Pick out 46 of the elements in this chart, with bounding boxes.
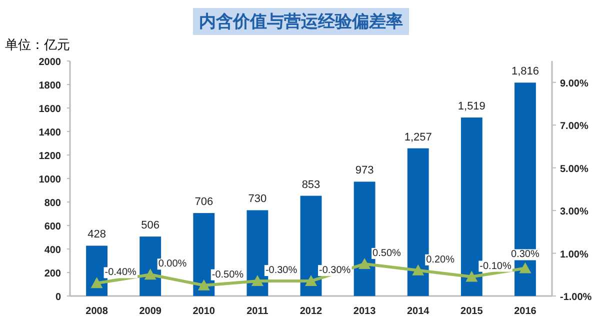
- y-tick-label: 0: [55, 292, 62, 303]
- data-label: -0.50%: [212, 269, 244, 280]
- data-label: -0.10%: [480, 260, 512, 272]
- y-tick-label: 400: [44, 245, 62, 256]
- data-label: 0.50%: [372, 248, 402, 259]
- data-label: 1,816: [511, 66, 539, 78]
- data-label: -0.40%: [104, 267, 137, 278]
- y2-tick-label: 1.00%: [560, 249, 588, 260]
- y2-tick-label: 7.00%: [560, 121, 588, 132]
- data-label: 0.00%: [158, 258, 187, 270]
- x-tick-label: 2009: [139, 306, 162, 317]
- y-tick-label: 600: [44, 222, 62, 232]
- chart-title: 内含价值与营运经验偏差率: [199, 12, 403, 31]
- data-label: 973: [355, 164, 374, 177]
- y-tick-label: 1000: [38, 174, 62, 186]
- y-tick-label: 800: [44, 198, 62, 209]
- data-label: 428: [88, 228, 106, 241]
- data-label: -0.30%: [319, 265, 351, 276]
- y-tick-label: 1600: [38, 104, 62, 115]
- data-label: 853: [302, 178, 320, 191]
- y-tick-label: 1800: [38, 80, 62, 92]
- y-tick-label: 200: [44, 268, 62, 280]
- x-tick-label: 2014: [406, 306, 430, 317]
- data-label: 730: [248, 193, 267, 206]
- y2-tick-label: -1.00%: [560, 292, 592, 303]
- data-label: 506: [141, 220, 160, 232]
- y-axis-title: 单位：亿元: [5, 37, 70, 52]
- x-tick-label: 2011: [246, 306, 269, 317]
- y2-tick-label: 3.00%: [560, 206, 588, 218]
- data-label: -0.30%: [265, 265, 298, 276]
- y-tick-label: 1400: [38, 128, 62, 138]
- y-tick-label: 1200: [38, 151, 62, 162]
- x-tick-label: 2012: [300, 306, 323, 317]
- x-tick-label: 2013: [353, 306, 376, 317]
- y-tick-label: 2000: [38, 57, 62, 68]
- x-tick-label: 2016: [514, 306, 537, 317]
- x-tick-label: 2008: [86, 306, 108, 317]
- data-label: 1,519: [458, 100, 486, 113]
- x-tick-label: 2015: [460, 306, 484, 317]
- data-label: 0.30%: [511, 249, 540, 260]
- data-label: 706: [194, 196, 214, 208]
- y2-tick-label: 5.00%: [560, 164, 588, 175]
- x-tick-label: 2010: [192, 306, 216, 317]
- data-label: 0.20%: [426, 254, 455, 266]
- data-label: 1,257: [404, 131, 432, 144]
- y2-tick-label: 9.00%: [560, 78, 588, 90]
